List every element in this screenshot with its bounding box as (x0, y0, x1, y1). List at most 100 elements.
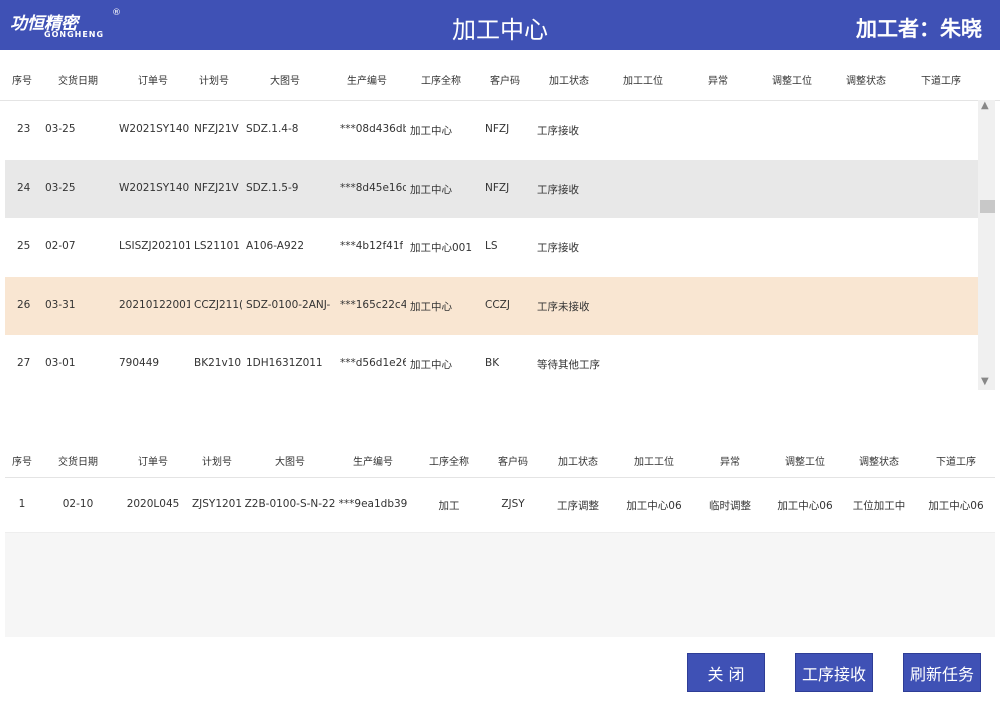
table-cell: 加工中心06 (626, 500, 682, 512)
operator: 加工者：朱晓 (856, 17, 982, 41)
scroll-down[interactable]: ▼ (981, 376, 989, 387)
table-cell: 加工中心 (410, 183, 452, 196)
table-cell: 03-25 (45, 181, 76, 194)
table-cell: LS21101 (194, 240, 240, 253)
top-table-header (0, 50, 1000, 101)
table-cell: SDZ.1.4-8 (246, 123, 299, 135)
table-cell: BK (485, 357, 500, 370)
column-header: 工序全称 (429, 457, 469, 468)
table-row[interactable] (5, 101, 978, 160)
table-cell: 25 (17, 240, 31, 253)
table-cell: 26 (17, 298, 31, 311)
table-cell: ***08d436db (340, 123, 406, 135)
table-cell: 加工中心06 (928, 500, 984, 512)
table-cell: W2021SY140 (119, 181, 190, 194)
table-cell: LSISZJ202101 (119, 240, 190, 253)
button[interactable]: 关 闭 (687, 653, 765, 692)
column-header: 订单号 (138, 457, 168, 468)
column-header: 大图号 (275, 457, 305, 468)
table-cell: ***9ea1db39 (338, 498, 408, 510)
column-header: 序号 (12, 457, 32, 468)
table-row[interactable] (5, 159, 978, 219)
column-header: 加工工位 (623, 76, 663, 87)
table-cell: LS (485, 240, 498, 253)
table-cell: 工位加工中 (852, 500, 906, 512)
table-cell: NFZJ21V (194, 181, 239, 194)
table-cell: ZJSY1201 (191, 498, 243, 510)
table-cell: 加工中心06 (777, 500, 833, 512)
table-row[interactable] (5, 276, 978, 336)
column-header: 工序全称 (421, 76, 461, 87)
table-cell: 1DH1631Z011 (246, 357, 323, 370)
table-cell: 工序接收 (537, 125, 579, 137)
column-header: 客户码 (490, 76, 520, 87)
table-cell: NFZJ (485, 123, 510, 135)
column-header: 异常 (720, 457, 740, 468)
header-bar (0, 0, 1000, 50)
column-header: 客户码 (498, 457, 528, 468)
table-cell: NFZJ (485, 181, 510, 194)
table-cell: BK21v10 (194, 357, 242, 370)
table-cell: CCZJ (485, 298, 510, 311)
table-cell: Z2B-0100-S-N-22 (244, 498, 336, 510)
table-cell: 23 (17, 123, 31, 135)
column-header: 生产编号 (353, 457, 393, 468)
column-header: 调整状态 (859, 457, 899, 468)
table-row[interactable] (5, 335, 978, 394)
column-header: 加工状态 (558, 457, 598, 468)
page-title: 加工中心 (452, 16, 548, 44)
button[interactable]: 工序接收 (795, 653, 873, 692)
table-row[interactable] (5, 218, 978, 277)
table-cell: 等待其他工序 (537, 359, 600, 372)
table-cell: 临时调整 (709, 500, 751, 512)
table-cell: 02-10 (62, 498, 94, 510)
table-cell: NFZJ21V (194, 123, 239, 135)
table-cell: 工序接收 (537, 183, 579, 196)
table-cell: 1 (18, 498, 26, 510)
column-header: 交货日期 (58, 76, 98, 87)
scroll-up[interactable]: ▲ (981, 100, 989, 111)
table-cell: 加工中心 (410, 300, 452, 313)
table-cell: W2021SY140 (119, 123, 190, 135)
table-cell: ***4b12f41f (340, 240, 404, 253)
table-cell: 加工中心001 (410, 242, 473, 255)
table-cell: 20210122001 (119, 298, 190, 311)
table-cell: 工序调整 (557, 500, 599, 512)
table-cell: 02-07 (45, 240, 76, 253)
table-cell: A106-A922 (246, 240, 305, 253)
bottom-table-top (5, 437, 995, 533)
column-header: 大图号 (270, 76, 300, 87)
logo-mark: ® (112, 8, 121, 18)
logo: 功恒精密 (10, 14, 78, 34)
table-cell: 加工中心 (410, 359, 452, 372)
column-header: 下道工序 (921, 76, 961, 87)
scrollbar[interactable] (978, 100, 995, 390)
divider (5, 477, 995, 478)
table-cell: SDZ.1.5-9 (246, 181, 299, 194)
column-header: 序号 (12, 76, 32, 87)
column-header: 订单号 (138, 76, 168, 87)
button[interactable]: 刷新任务 (903, 653, 981, 692)
table-cell: 工序接收 (537, 242, 579, 255)
table-cell: ZJSY (501, 498, 525, 510)
column-header: 调整工位 (785, 457, 825, 468)
table-cell: ***165c22c4 (340, 298, 406, 311)
column-header: 加工状态 (549, 76, 589, 87)
table-cell: 03-01 (45, 357, 76, 370)
table-cell: 2020L045 (126, 498, 180, 510)
table-cell: 790449 (119, 357, 160, 370)
table-cell: 03-31 (45, 298, 76, 311)
scroll-thumb[interactable] (980, 200, 995, 213)
column-header: 生产编号 (347, 76, 387, 87)
column-header: 下道工序 (936, 457, 976, 468)
column-header: 调整工位 (772, 76, 812, 87)
column-header: 计划号 (202, 457, 232, 468)
table-cell: 加工 (438, 500, 460, 512)
table-cell: 工序未接收 (537, 300, 590, 313)
table-cell: 加工中心 (410, 125, 452, 137)
table-cell: CCZJ211( (194, 298, 242, 311)
column-header: 调整状态 (846, 76, 886, 87)
table-cell: ***8d45e16d (340, 181, 406, 194)
column-header: 加工工位 (634, 457, 674, 468)
